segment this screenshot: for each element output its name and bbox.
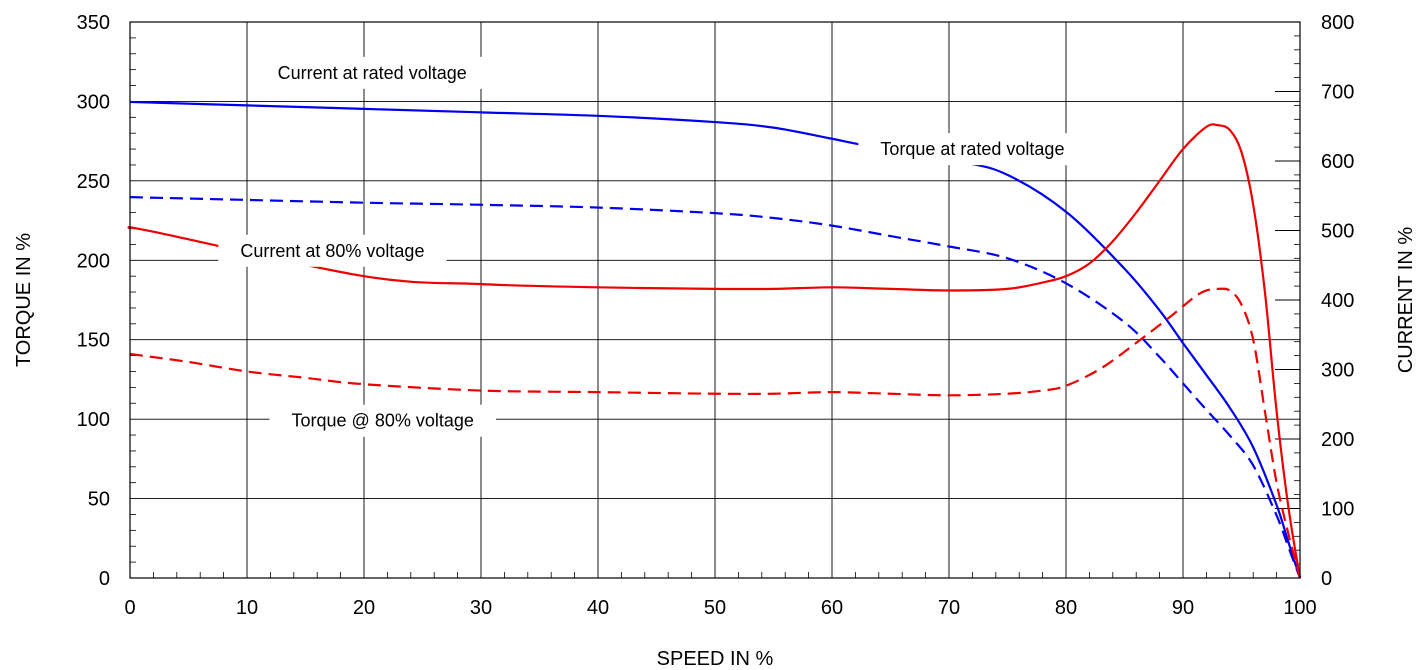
- x-tick-label: 10: [236, 597, 258, 619]
- y-right-tick-label: 500: [1321, 221, 1354, 243]
- x-tick-label: 70: [938, 597, 960, 619]
- series-line-red-dashed: [129, 287, 1302, 579]
- y-left-tick-label: 100: [77, 409, 110, 431]
- annotation-2: Current at 80% voltage: [218, 234, 447, 267]
- x-tick-label: 80: [1055, 597, 1077, 619]
- annotation-background: [255, 56, 489, 89]
- y-right-tick-label: 200: [1321, 429, 1354, 451]
- annotation-label: Current at rated voltage: [278, 63, 467, 83]
- y-right-tick-label: 0: [1321, 568, 1332, 590]
- y-right-tick-label: 800: [1321, 12, 1354, 34]
- y-right-tick-label: 100: [1321, 499, 1354, 521]
- x-tick-label: 50: [704, 597, 726, 619]
- annotation-label: Torque @ 80% voltage: [292, 411, 474, 431]
- x-tick-label: 60: [821, 597, 843, 619]
- plot-frame: [129, 21, 1301, 579]
- annotation-label: Current at 80% voltage: [240, 241, 424, 261]
- x-tick-label: 20: [353, 597, 375, 619]
- series-line-blue-dashed: [129, 196, 1302, 579]
- x-tick-label: 90: [1172, 597, 1194, 619]
- x-tick-label: 100: [1283, 597, 1316, 619]
- y-left-tick-label: 200: [77, 250, 110, 272]
- annotation-1: Torque at rated voltage: [858, 133, 1087, 166]
- annotation-background: [269, 404, 496, 437]
- y-right-tick-label: 400: [1321, 290, 1354, 312]
- y-left-tick-label: 250: [77, 171, 110, 193]
- annotations: Current at rated voltage Torque at rated …: [218, 56, 1087, 437]
- y-left-tick-label: 300: [77, 91, 110, 113]
- annotation-label: Torque at rated voltage: [880, 139, 1064, 159]
- y-right-tick-label: 700: [1321, 82, 1354, 104]
- y-axis-right-title: CURRENT IN %: [1395, 227, 1417, 374]
- x-axis-title: SPEED IN %: [657, 648, 774, 670]
- x-tick-label: 40: [587, 597, 609, 619]
- y-right-tick-label: 600: [1321, 151, 1354, 173]
- annotation-3: Torque @ 80% voltage: [269, 404, 496, 437]
- y-left-tick-label: 50: [88, 489, 110, 511]
- annotation-0: Current at rated voltage: [255, 56, 489, 89]
- annotation-background: [858, 133, 1087, 166]
- y-left-tick-label: 350: [77, 12, 110, 34]
- y-left-tick-label: 150: [77, 330, 110, 352]
- y-right-tick-label: 300: [1321, 360, 1354, 382]
- x-tick-label: 30: [470, 597, 492, 619]
- y-axis-left-title: TORQUE IN %: [13, 233, 35, 367]
- y-left-tick-label: 0: [99, 568, 110, 590]
- annotation-background: [218, 234, 447, 267]
- tick-labels: 0 10 20 30 40 50 60 70 80 90 100050100150200250300…: [77, 12, 1355, 619]
- series-line-red-solid: [127, 123, 1302, 579]
- x-tick-label: 0: [124, 597, 135, 619]
